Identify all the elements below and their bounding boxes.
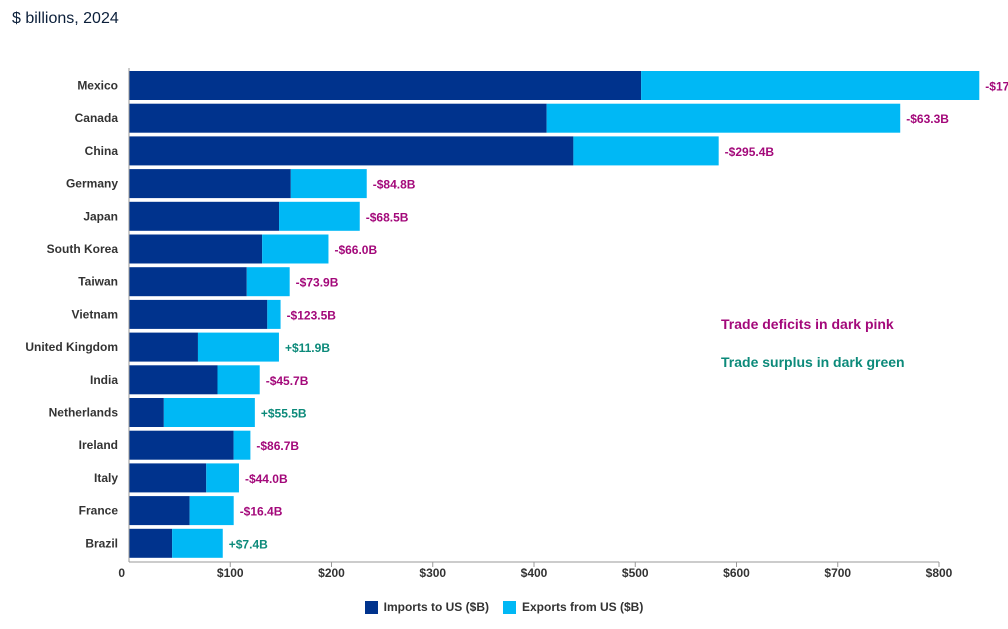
bar-exports-taiwan (246, 267, 290, 297)
bar-exports-france (189, 496, 234, 526)
balance-label-ireland: -$86.7B (256, 439, 299, 453)
balance-label-india: -$45.7B (266, 374, 309, 388)
bar-exports-ireland (233, 430, 251, 460)
x-tick-label-500: $500 (622, 566, 649, 580)
x-tick-label-800: $800 (926, 566, 953, 580)
bar-exports-germany (290, 169, 367, 199)
category-labels: Mexico Canada China Germany Japan South Korea… (25, 79, 118, 551)
x-tick-label-200: $200 (318, 566, 345, 580)
legend-item-imports: Imports to US ($B) (364, 600, 489, 614)
balance-label-france: -$16.4B (240, 505, 283, 519)
category-label-united-kingdom: United Kingdom (25, 340, 118, 354)
bar-imports-france (129, 496, 190, 526)
category-label-italy: Italy (94, 471, 118, 485)
bar-exports-canada (546, 103, 901, 133)
balance-labels: -$171.8B -$63.3B -$295.4B -$84.8B -$68.5B -$6… (229, 80, 1008, 552)
bar-exports-japan (279, 201, 360, 231)
x-tick-label-400: $400 (521, 566, 548, 580)
bar-imports-china (129, 136, 574, 166)
chart-subtitle: $ billions, 2024 (12, 10, 119, 27)
balance-label-italy: -$44.0B (245, 472, 288, 486)
bar-exports-italy (206, 463, 239, 493)
category-label-taiwan: Taiwan (78, 275, 118, 289)
x-tick-label-700: $700 (824, 566, 851, 580)
bar-exports-netherlands (163, 398, 255, 427)
bars-group (129, 71, 980, 558)
bar-imports-taiwan (129, 267, 247, 297)
bar-exports-china (573, 136, 719, 166)
bar-imports-netherlands (129, 398, 164, 427)
bar-imports-vietnam (129, 299, 268, 329)
category-label-ireland: Ireland (79, 438, 118, 452)
x-tick-label-100: $100 (217, 566, 244, 580)
note-deficit: Trade deficits in dark pink (721, 316, 894, 332)
balance-label-japan: -$68.5B (366, 210, 409, 224)
legend-item-exports: Exports from US ($B) (502, 600, 644, 614)
bar-imports-germany (129, 169, 291, 199)
category-label-japan: Japan (83, 209, 118, 223)
category-label-china: China (85, 144, 119, 158)
category-label-canada: Canada (75, 111, 119, 125)
legend-label-imports: Imports to US ($B) (383, 600, 489, 614)
category-label-south-korea: South Korea (47, 242, 119, 256)
bar-imports-canada (129, 103, 547, 133)
balance-label-netherlands: +$55.5B (261, 407, 307, 421)
x-tick-label-0: 0 (118, 566, 125, 580)
balance-label-taiwan: -$73.9B (296, 276, 339, 290)
category-label-netherlands: Netherlands (49, 406, 119, 420)
x-tick-label-300: $300 (419, 566, 446, 580)
bar-imports-mexico (129, 71, 642, 100)
legend: Imports to US ($B) Exports from US ($B) (0, 600, 1008, 614)
balance-label-canada: -$63.3B (906, 112, 949, 126)
bar-imports-united-kingdom (129, 332, 198, 362)
bar-exports-united-kingdom (197, 332, 279, 362)
note-surplus: Trade surplus in dark green (721, 354, 905, 370)
bar-imports-ireland (129, 430, 234, 460)
bar-imports-india (129, 365, 218, 395)
axis-group: 0 $100 $200 $300 $400 $500 $600 $700 $800 (118, 68, 953, 580)
category-label-vietnam: Vietnam (72, 307, 118, 321)
category-label-india: India (90, 373, 118, 387)
balance-label-vietnam: -$123.5B (287, 308, 337, 322)
bar-imports-japan (129, 201, 280, 231)
balance-label-united-kingdom: +$11.9B (285, 341, 330, 355)
bar-imports-italy (129, 463, 207, 493)
bar-exports-india (217, 365, 260, 395)
legend-swatch-exports (502, 600, 516, 614)
bar-exports-brazil (172, 528, 223, 558)
bar-exports-vietnam (267, 299, 281, 329)
bar-exports-south-korea (262, 234, 329, 264)
x-tick-label-600: $600 (723, 566, 750, 580)
category-label-brazil: Brazil (85, 536, 118, 550)
balance-label-brazil: +$7.4B (229, 537, 268, 551)
balance-label-south-korea: -$66.0B (334, 243, 377, 257)
balance-label-china: -$295.4B (725, 145, 775, 159)
bar-exports-mexico (641, 71, 980, 100)
bar-imports-south-korea (129, 234, 263, 264)
balance-label-mexico: -$171.8B (985, 80, 1008, 94)
balance-label-germany: -$84.8B (373, 178, 416, 192)
legend-label-exports: Exports from US ($B) (521, 600, 644, 614)
category-label-mexico: Mexico (77, 79, 118, 93)
legend-swatch-imports (364, 600, 378, 614)
category-label-france: France (79, 504, 119, 518)
category-label-germany: Germany (66, 177, 118, 191)
bar-imports-brazil (129, 528, 173, 558)
